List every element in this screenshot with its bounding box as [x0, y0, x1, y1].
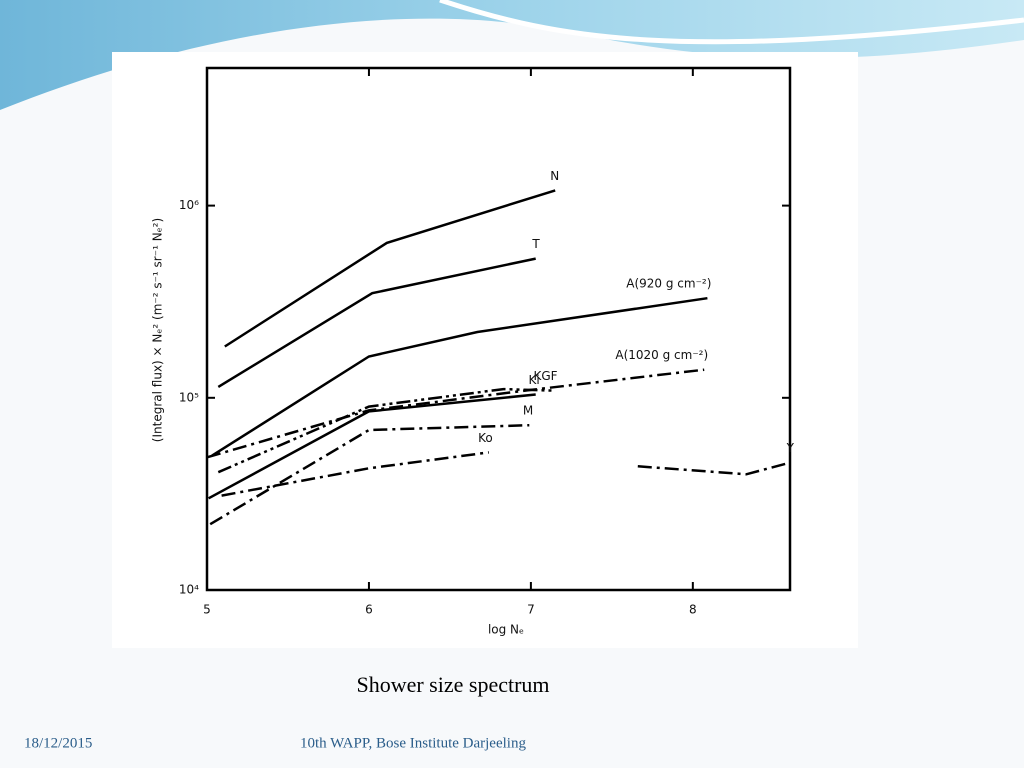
series-label: M	[523, 404, 533, 418]
series-label: N	[550, 169, 559, 183]
footer-event: 10th WAPP, Bose Institute Darjeeling	[300, 735, 526, 751]
series-label: Y	[786, 441, 795, 455]
series-line	[217, 387, 554, 474]
series-line	[224, 189, 556, 348]
series-line	[217, 257, 536, 388]
x-axis-label: log Nₑ	[488, 623, 524, 637]
x-tick-label: 8	[689, 603, 697, 617]
footer-date: 18/12/2015	[24, 735, 92, 751]
series-label: T	[531, 237, 540, 251]
series-line	[211, 296, 708, 457]
series-line	[209, 423, 530, 526]
figure-panel	[112, 52, 858, 648]
y-axis-label: (Integral flux) × Nₑ² (m⁻² s⁻¹ sr⁻¹ Nₑ²)	[151, 218, 165, 442]
plot-frame	[205, 66, 792, 592]
header-swoosh	[0, 0, 1024, 110]
caption: Shower size spectrum	[356, 672, 549, 697]
x-tick-label: 6	[365, 603, 373, 617]
series-line	[637, 461, 791, 476]
x-tick-label: 7	[527, 603, 535, 617]
series-label: KGF	[533, 369, 557, 383]
header-line	[439, 0, 1024, 45]
series-line	[206, 368, 705, 459]
x-tick-label: 5	[203, 603, 211, 617]
y-tick-label: 10⁶	[179, 198, 199, 212]
series-label: Ki	[529, 373, 540, 387]
series-line	[208, 393, 536, 500]
y-tick-label: 10⁵	[179, 390, 199, 404]
series-label: A(1020 g cm⁻²)	[615, 348, 708, 362]
y-tick-label: 10⁴	[179, 583, 199, 597]
series-label: A(920 g cm⁻²)	[626, 277, 711, 291]
series-label: Ko	[478, 431, 493, 445]
